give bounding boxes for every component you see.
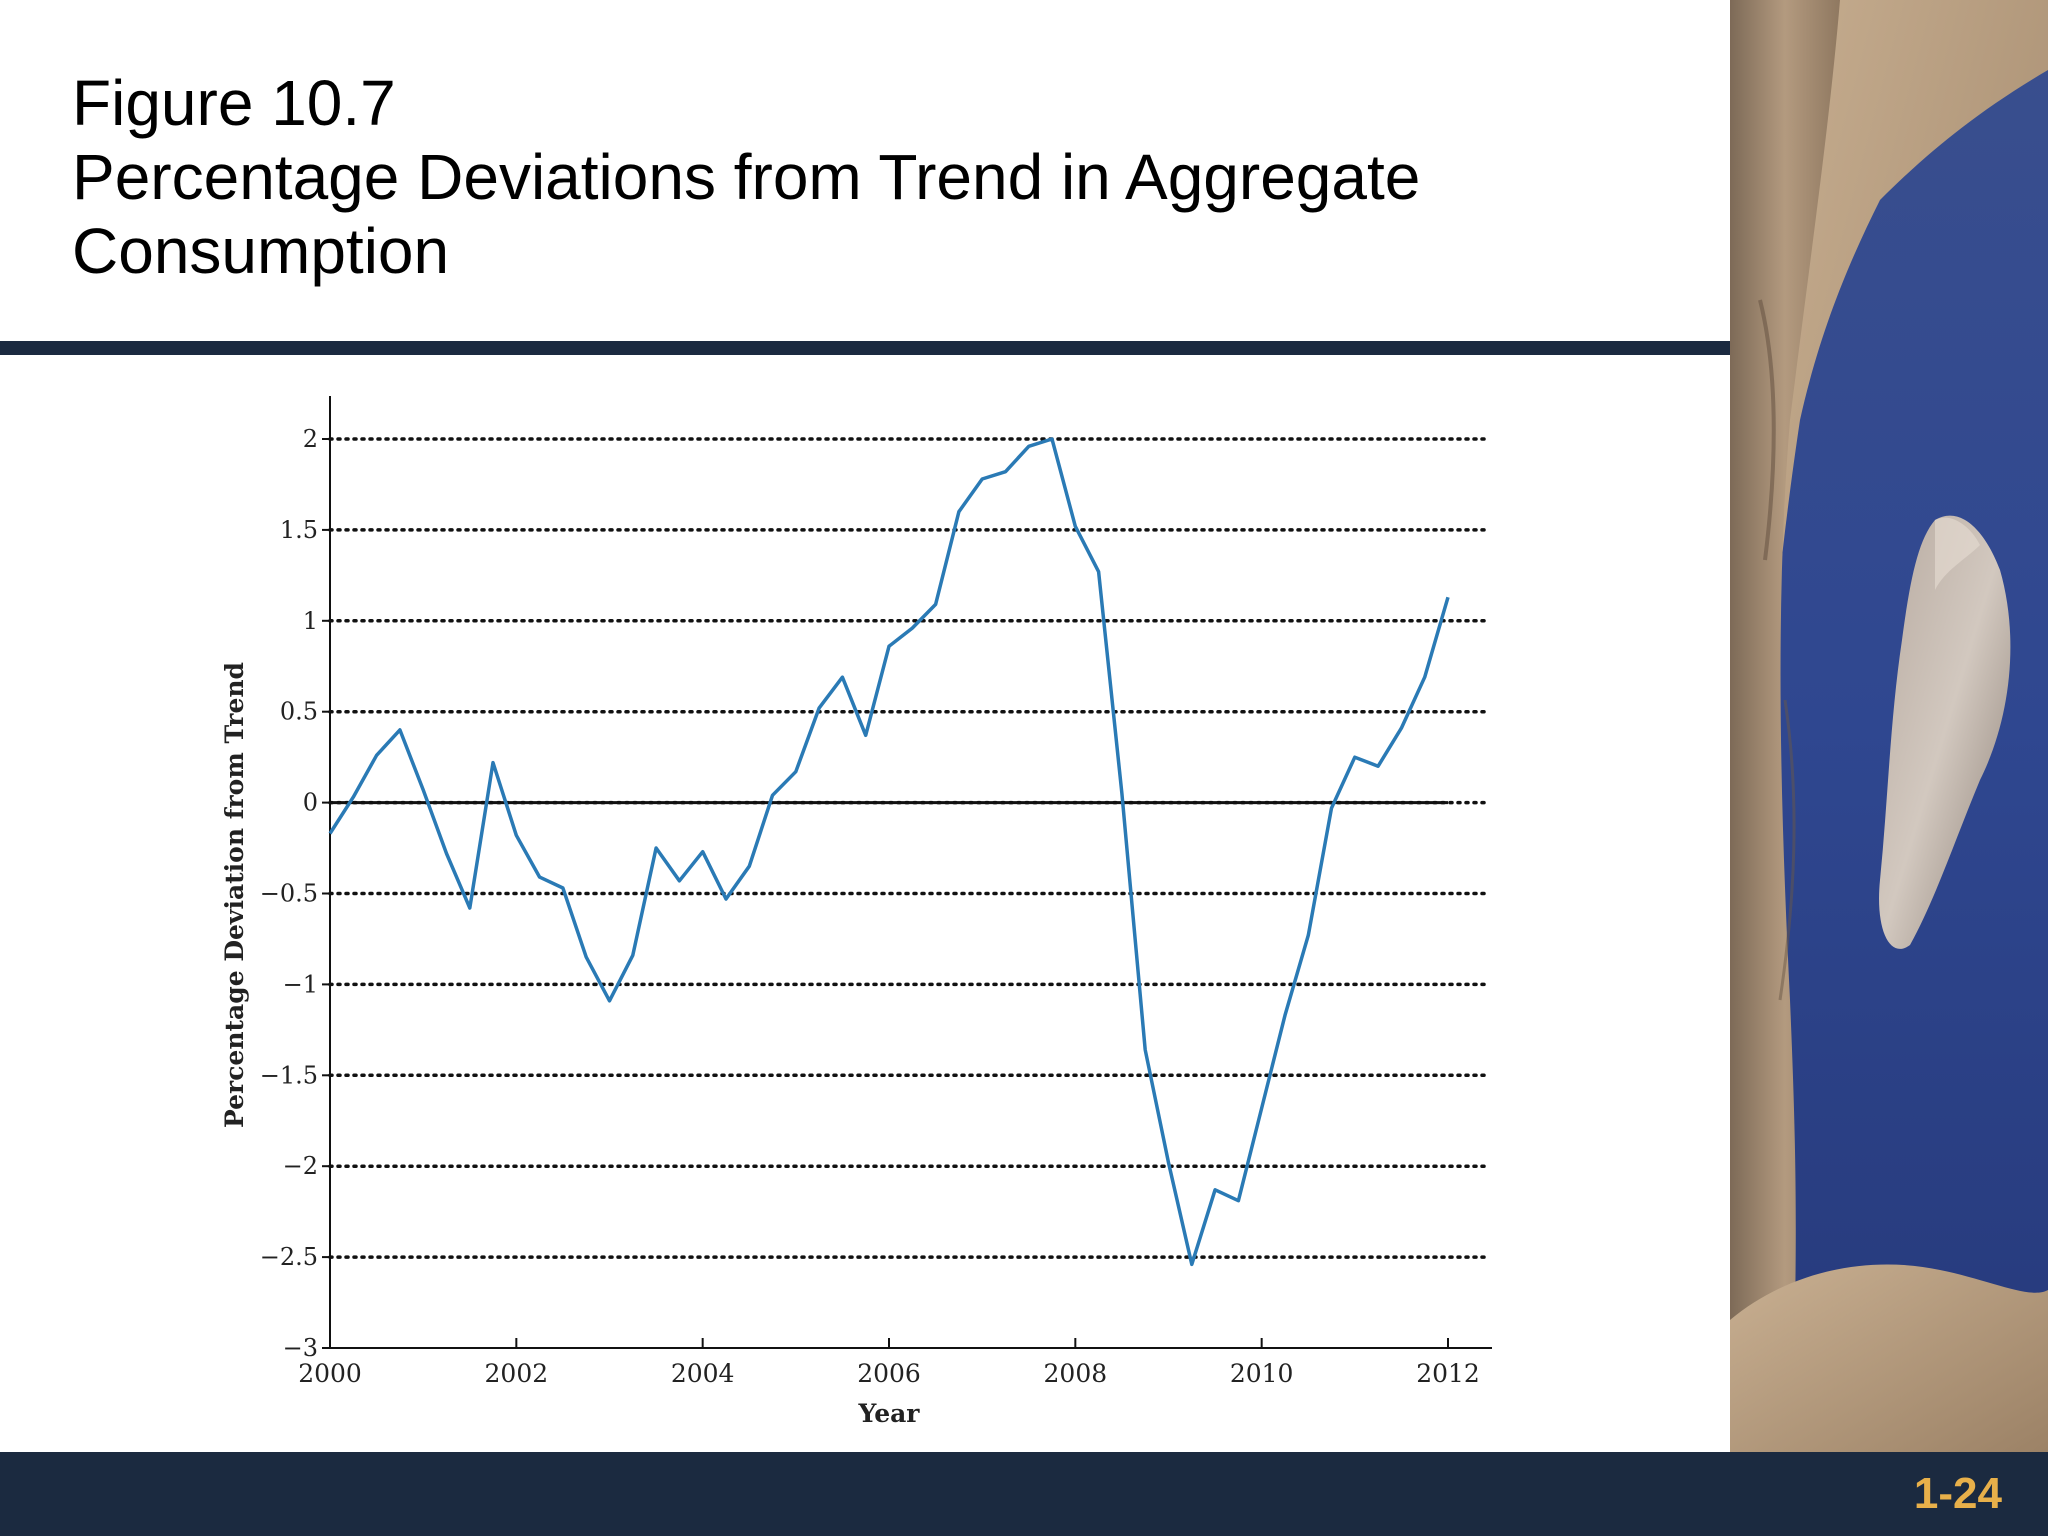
x-tick-label: 2002	[485, 1359, 549, 1388]
footer-bar	[0, 1452, 2048, 1536]
x-tick-label: 2008	[1044, 1359, 1108, 1388]
x-ticks: 2000 2002 2004 2006 2008 2010 2012	[298, 1338, 1480, 1388]
line-chart: 2 1.5 1 0.5 0 −0.5 −1 −1.5 −2 −2.5 −3 2000 2002 2004…	[220, 396, 1492, 1428]
figure-number: Figure 10.7	[72, 67, 396, 139]
y-tick-label: −2.5	[260, 1243, 318, 1271]
x-tick-label: 2004	[671, 1359, 735, 1388]
figure-title-line: Percentage Deviations from Trend in Aggr…	[72, 141, 1421, 213]
y-ticks: 2 1.5 1 0.5 0 −0.5 −1 −1.5 −2 −2.5 −3	[260, 425, 330, 1362]
y-tick-label: −1.5	[260, 1061, 318, 1089]
y-tick-label: 0.5	[280, 698, 318, 726]
figure-title-line: Consumption	[72, 215, 450, 287]
title-divider	[0, 341, 1730, 355]
x-axis-label: Year	[858, 1399, 921, 1428]
y-tick-label: 2	[303, 425, 318, 453]
x-tick-label: 2006	[857, 1359, 921, 1388]
y-tick-label: −2	[283, 1152, 318, 1180]
slide-title: Figure 10.7 Percentage Deviations from T…	[72, 66, 1672, 288]
x-tick-label: 2012	[1416, 1359, 1480, 1388]
y-tick-label: 0	[303, 789, 318, 817]
y-tick-label: −0.5	[260, 880, 318, 908]
rocks-water-image	[1730, 0, 2048, 1452]
y-axis-label: Percentage Deviation from Trend	[220, 662, 249, 1128]
y-tick-label: −3	[283, 1334, 318, 1362]
y-tick-label: −1	[283, 970, 318, 998]
y-tick-label: 1	[303, 607, 318, 635]
gridlines	[328, 437, 1492, 1259]
y-tick-label: 1.5	[280, 516, 318, 544]
x-tick-label: 2000	[298, 1359, 362, 1388]
x-tick-label: 2010	[1230, 1359, 1294, 1388]
slide-number: 1-24	[1913, 1469, 2002, 1518]
decorative-photo	[1730, 0, 2048, 1452]
consumption-deviation-line	[328, 437, 1450, 1267]
